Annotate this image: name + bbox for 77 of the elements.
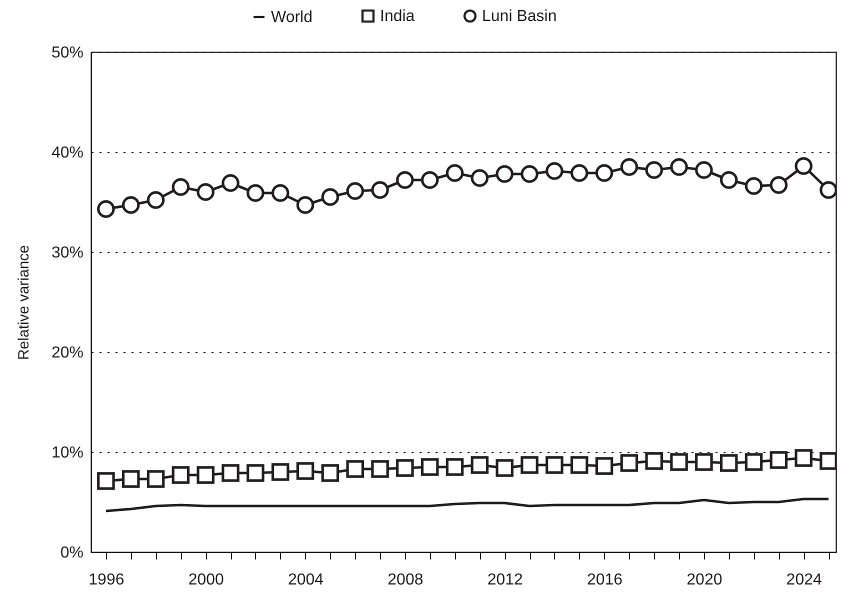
point (446, 164, 464, 182)
point (122, 196, 140, 214)
point (670, 158, 688, 176)
legend-label: Luni Basin (482, 8, 557, 26)
y-tick-label: 30% (51, 244, 84, 262)
y-tick-label: 20% (51, 344, 84, 362)
y-tick-label: 10% (51, 444, 84, 462)
point (695, 453, 713, 471)
point (570, 164, 588, 182)
point (196, 183, 214, 201)
point (371, 460, 389, 478)
point (196, 466, 214, 484)
x-tick-label: 2020 (686, 572, 722, 588)
point (122, 470, 140, 488)
point (645, 161, 663, 179)
point (496, 165, 514, 183)
x-tick-label: 2016 (586, 572, 623, 588)
y-tick-label: 50% (51, 44, 84, 62)
point (271, 463, 290, 481)
point (620, 454, 638, 472)
point (97, 472, 115, 490)
point (546, 162, 564, 180)
point (346, 460, 364, 478)
point (371, 181, 389, 199)
point (321, 464, 340, 482)
point (396, 171, 414, 189)
y-tick-label: 40% (51, 144, 84, 162)
point (720, 171, 738, 189)
x-tick-label: 2024 (786, 572, 822, 588)
point (396, 459, 414, 477)
point (570, 456, 588, 474)
point (420, 171, 439, 189)
point (595, 164, 614, 182)
y-tick-label: 0% (60, 544, 84, 562)
point (794, 449, 812, 467)
point (470, 169, 489, 187)
x-tick-label: 2008 (388, 572, 424, 588)
point (744, 177, 763, 195)
point (770, 451, 788, 469)
point (172, 178, 190, 196)
x-tick-label: 2004 (288, 572, 324, 588)
point (496, 459, 514, 477)
line-series (104, 498, 830, 512)
point (246, 464, 264, 482)
point (146, 191, 165, 209)
point (546, 456, 564, 474)
point (620, 158, 638, 176)
x-tick-label: 2012 (487, 572, 524, 588)
point (420, 458, 439, 476)
point (222, 464, 240, 482)
point (246, 184, 264, 202)
point (645, 452, 663, 470)
point (670, 453, 688, 471)
point (770, 176, 788, 194)
x-tick-label: 1996 (88, 572, 124, 588)
y-axis-title: Relative variance (15, 244, 32, 360)
point (321, 188, 340, 206)
x-tick-label: 2000 (188, 572, 224, 588)
point (172, 466, 190, 484)
point (296, 462, 314, 480)
point (520, 456, 538, 474)
point (146, 470, 165, 488)
legend-label: World (271, 9, 312, 26)
legend-label: India (380, 8, 415, 26)
point (97, 200, 115, 218)
point (222, 174, 240, 192)
point (346, 182, 364, 200)
point (720, 454, 738, 472)
point (695, 161, 713, 179)
point (744, 453, 763, 471)
point (470, 456, 489, 474)
point (794, 157, 812, 175)
point (595, 457, 614, 475)
point (296, 196, 314, 214)
point (271, 184, 290, 202)
point (446, 458, 464, 476)
point (520, 165, 538, 183)
